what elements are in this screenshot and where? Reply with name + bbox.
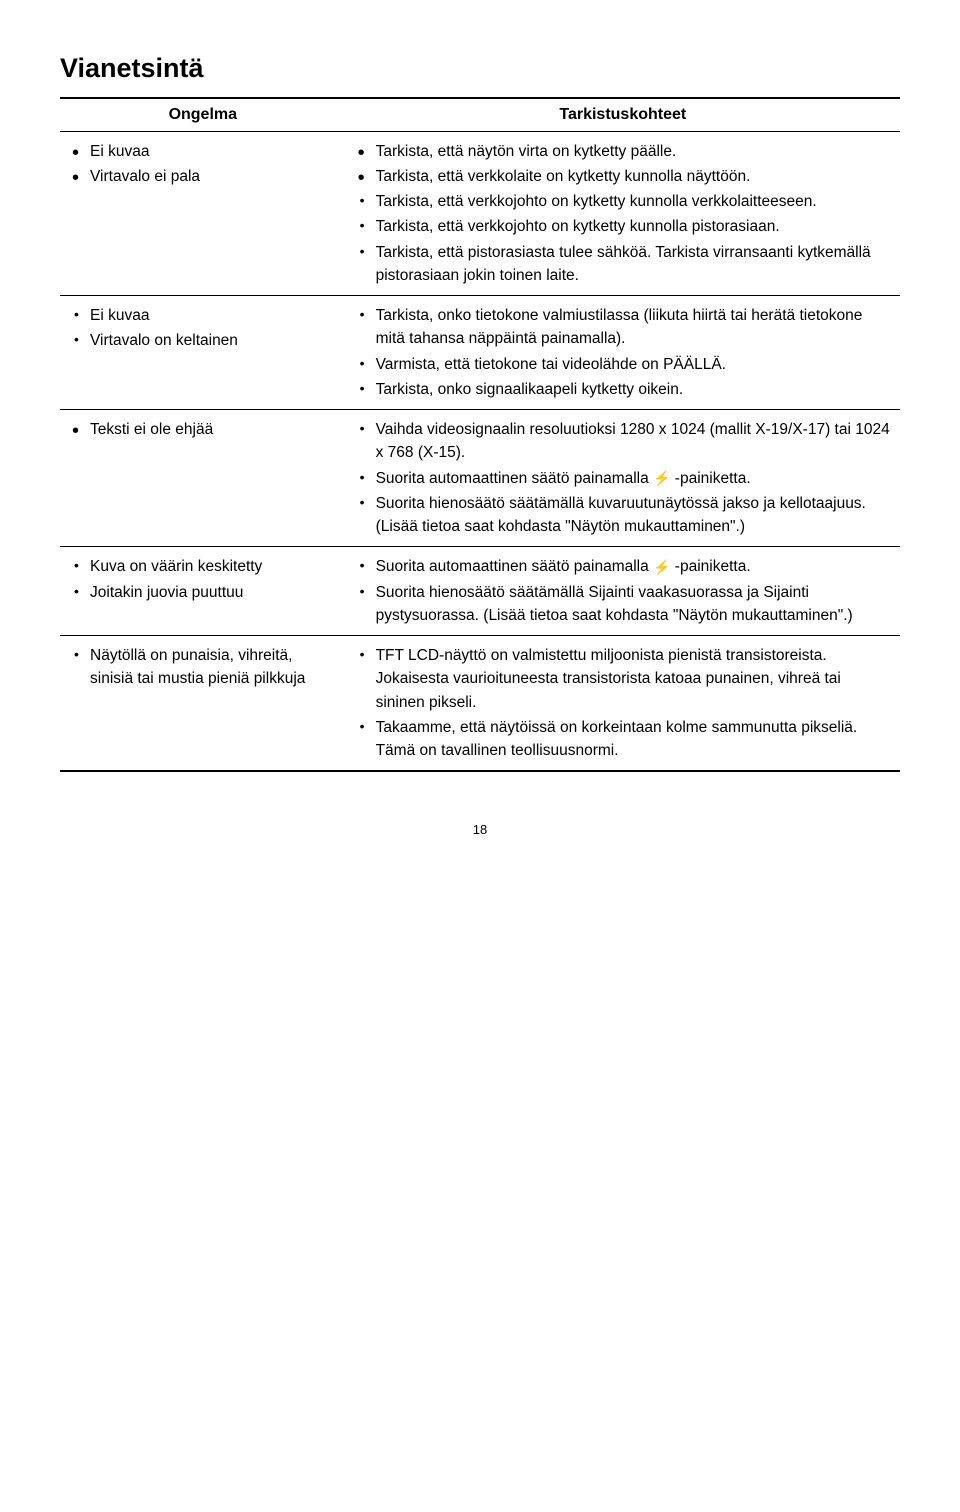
problem-item: Kuva on väärin keskitetty bbox=[90, 555, 338, 578]
check-cell: TFT LCD-näyttö on valmistettu miljoonist… bbox=[346, 636, 900, 772]
check-item: Tarkista, onko signaalikaapeli kytketty … bbox=[376, 378, 892, 401]
header-check: Tarkistuskohteet bbox=[346, 98, 900, 132]
auto-adjust-icon: ⚡ bbox=[653, 468, 670, 489]
check-item: Tarkista, että verkkolaite on kytketty k… bbox=[376, 165, 892, 188]
table-row: Näytöllä on punaisia, vihreitä, sinisiä … bbox=[60, 636, 900, 772]
check-item: Tarkista, että verkkojohto on kytketty k… bbox=[376, 215, 892, 238]
check-item: Takaamme, että näytöissä on korkeintaan … bbox=[376, 716, 892, 763]
check-item: Tarkista, onko tietokone valmiustilassa … bbox=[376, 304, 892, 351]
table-row: Kuva on väärin keskitetty Joitakin juovia… bbox=[60, 547, 900, 636]
problem-cell: Ei kuvaaVirtavalo ei pala bbox=[60, 131, 346, 296]
header-problem: Ongelma bbox=[60, 98, 346, 132]
table-row: Ei kuvaaVirtavalo on keltainen Tarkista, … bbox=[60, 296, 900, 410]
troubleshooting-table: Ongelma Tarkistuskohteet Ei kuvaaVirtava… bbox=[60, 97, 900, 773]
check-item: Suorita automaattinen säätö painamalla ⚡… bbox=[376, 467, 892, 490]
problem-item: Virtavalo ei pala bbox=[90, 165, 338, 188]
problem-item: Ei kuvaa bbox=[90, 304, 338, 327]
problem-cell: Kuva on väärin keskitetty Joitakin juovia… bbox=[60, 547, 346, 636]
page-title: Vianetsintä bbox=[60, 48, 900, 89]
table-row: Teksti ei ole ehjää Vaihda videosignaalin… bbox=[60, 410, 900, 547]
problem-item: Teksti ei ole ehjää bbox=[90, 418, 338, 441]
problem-item: Joitakin juovia puuttuu bbox=[90, 581, 338, 604]
check-item: Varmista, että tietokone tai videolähde … bbox=[376, 353, 892, 376]
problem-item: Virtavalo on keltainen bbox=[90, 329, 338, 352]
table-row: Ei kuvaaVirtavalo ei pala Tarkista, että … bbox=[60, 131, 900, 296]
check-text: Suorita automaattinen säätö painamalla bbox=[376, 558, 653, 575]
problem-cell: Teksti ei ole ehjää bbox=[60, 410, 346, 547]
check-item: Tarkista, että näytön virta on kytketty … bbox=[376, 140, 892, 163]
check-item: TFT LCD-näyttö on valmistettu miljoonist… bbox=[376, 644, 892, 714]
check-cell: Suorita automaattinen säätö painamalla ⚡… bbox=[346, 547, 900, 636]
problem-cell: Ei kuvaaVirtavalo on keltainen bbox=[60, 296, 346, 410]
check-text: -painiketta. bbox=[671, 558, 751, 575]
check-text: -painiketta. bbox=[671, 470, 751, 487]
check-text: Suorita automaattinen säätö painamalla bbox=[376, 470, 653, 487]
problem-cell: Näytöllä on punaisia, vihreitä, sinisiä … bbox=[60, 636, 346, 772]
check-cell: Vaihda videosignaalin resoluutioksi 1280… bbox=[346, 410, 900, 547]
check-cell: Tarkista, että näytön virta on kytketty … bbox=[346, 131, 900, 296]
check-cell: Tarkista, onko tietokone valmiustilassa … bbox=[346, 296, 900, 410]
check-item: Suorita hienosäätö säätämällä Sijainti v… bbox=[376, 581, 892, 628]
check-item: Suorita hienosäätö säätämällä kuvaruutun… bbox=[376, 492, 892, 539]
check-item: Tarkista, että pistorasiasta tulee sähkö… bbox=[376, 241, 892, 288]
auto-adjust-icon: ⚡ bbox=[653, 557, 670, 578]
problem-item: Ei kuvaa bbox=[90, 140, 338, 163]
page-number: 18 bbox=[60, 820, 900, 840]
check-item: Tarkista, että verkkojohto on kytketty k… bbox=[376, 190, 892, 213]
check-item: Vaihda videosignaalin resoluutioksi 1280… bbox=[376, 418, 892, 465]
problem-item: Näytöllä on punaisia, vihreitä, sinisiä … bbox=[90, 644, 338, 691]
check-item: Suorita automaattinen säätö painamalla ⚡… bbox=[376, 555, 892, 578]
